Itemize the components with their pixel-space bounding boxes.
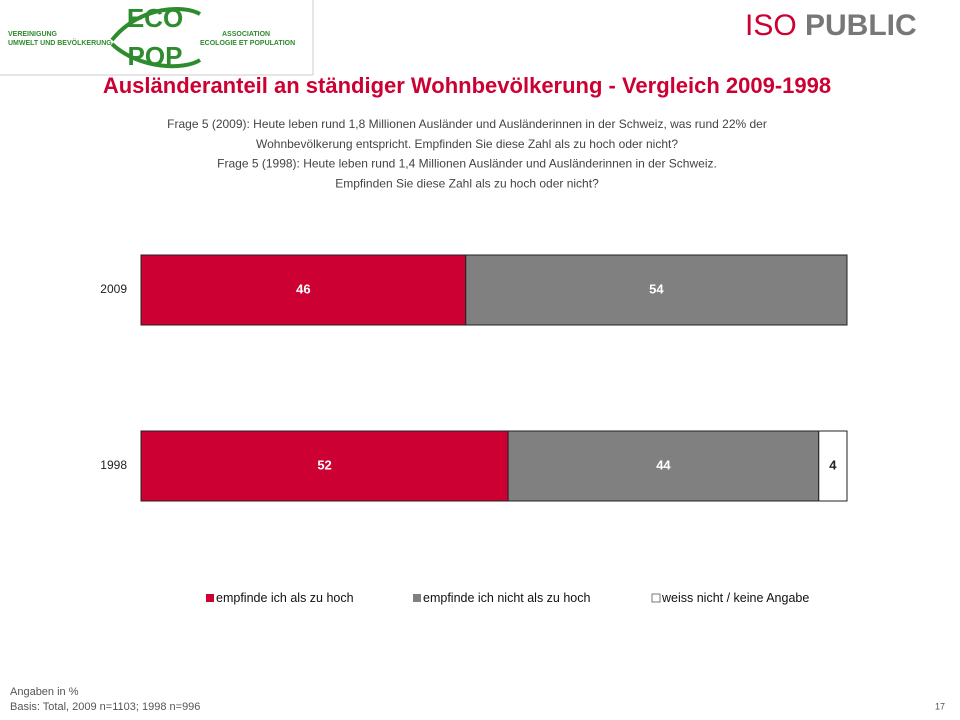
data-label: 54 [649,281,664,296]
chart-title: Ausländeranteil an ständiger Wohnbevölke… [103,73,831,98]
bar-segment [818,430,848,502]
bar-segment [140,430,509,502]
legend-label: weiss nicht / keine Angabe [661,591,809,605]
bar-segment [465,254,848,326]
subtitle: Empfinden Sie diese Zahl als zu hoch ode… [335,176,599,190]
footnote: Basis: Total, 2009 n=1103; 1998 n=996 [10,701,200,713]
data-label: 44 [656,457,671,472]
brand-iso: ISO [745,9,797,42]
y-tick-label: 1998 [100,458,127,472]
page-number: 17 [935,701,945,711]
logo-arrows [110,7,202,69]
footnote: Angaben in % [10,686,79,698]
subtitle: Frage 5 (2009): Heute leben rund 1,8 Mil… [167,117,767,131]
subtitle: Wohnbevölkerung entspricht. Empfinden Si… [256,137,678,151]
legend-swatch [206,594,214,602]
logo-text: ASSOCIATION [222,31,270,38]
legend-label: empfinde ich als zu hoch [216,591,354,605]
data-label: 52 [317,457,331,472]
logo-text: VEREINIGUNG [8,31,58,38]
data-label: 46 [296,281,310,296]
legend-label: empfinde ich nicht als zu hoch [423,591,591,605]
logo-text: ECOLOGIE ET POPULATION [200,40,295,47]
bar-segment [140,254,467,326]
legend-swatch [413,594,421,602]
logo-eco: ECO [127,3,183,33]
bar-segment [507,430,820,502]
legend-swatch [651,593,661,603]
subtitle: Frage 5 (1998): Heute leben rund 1,4 Mil… [217,157,717,171]
y-tick-label: 2009 [100,282,127,296]
logo-pop: POP [128,41,183,71]
data-label: 4 [829,457,837,472]
brand-public: PUBLIC [805,9,917,42]
logo-text: UMWELT UND BEVÖLKERUNG [8,38,112,47]
